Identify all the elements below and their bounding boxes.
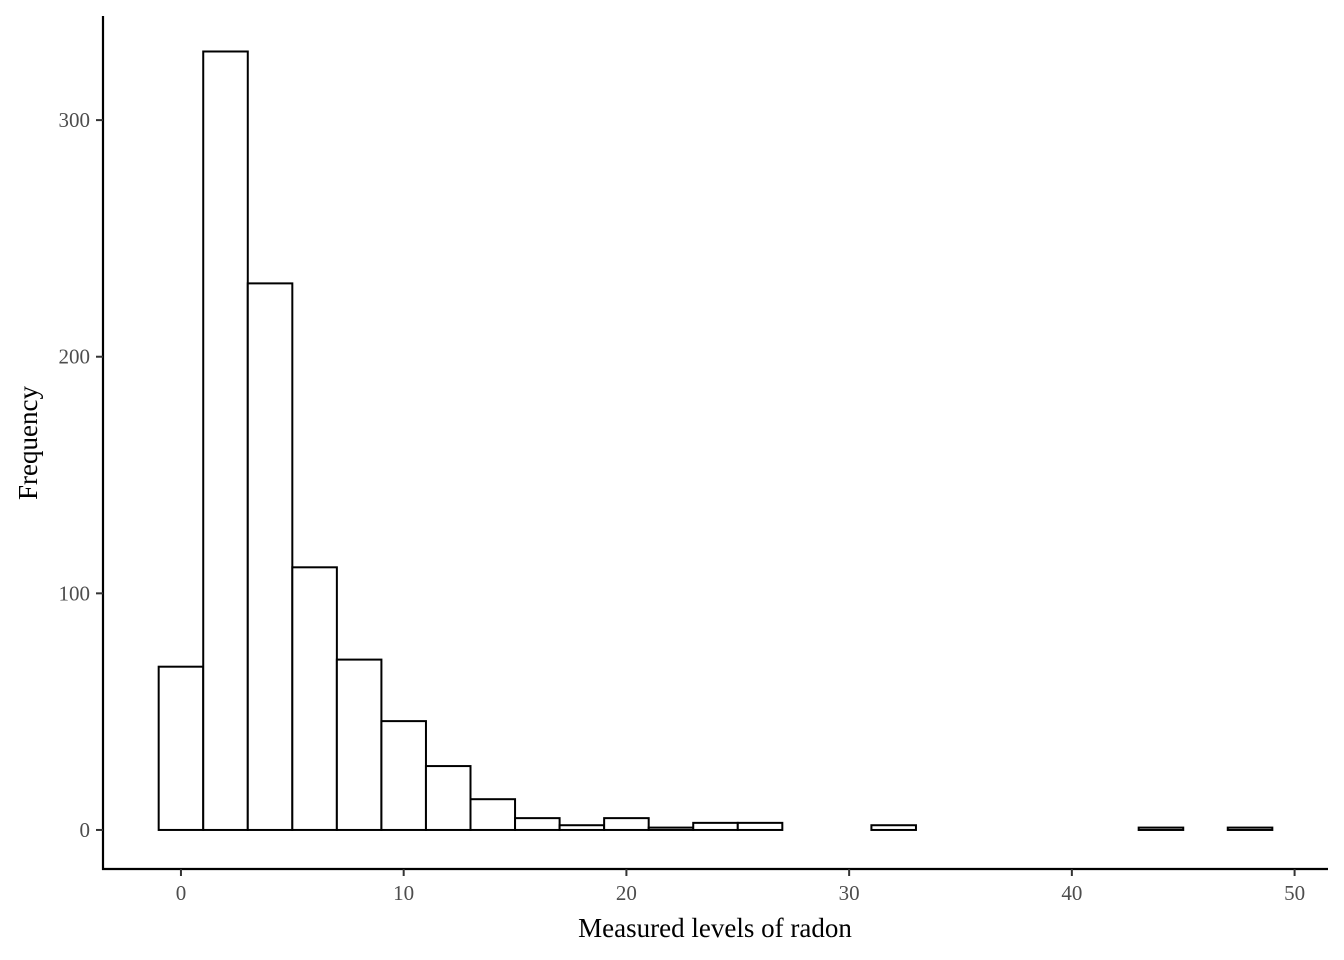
y-tick-label-3: 300 xyxy=(59,108,91,132)
histogram-bar-4 xyxy=(335,658,383,831)
y-axis-title: Frequency xyxy=(13,386,43,500)
x-tick-label-5: 50 xyxy=(1284,881,1305,905)
histogram-bar-0 xyxy=(157,665,205,831)
x-tick-label-0: 0 xyxy=(176,881,187,905)
x-tick-label-3: 30 xyxy=(839,881,860,905)
y-tick-label-2: 200 xyxy=(59,345,91,369)
histogram-bar-5 xyxy=(380,720,427,831)
histogram-bar-9 xyxy=(558,824,606,831)
histogram-bar-12 xyxy=(692,821,739,831)
histogram-bar-1 xyxy=(202,50,249,831)
histogram-bar-24 xyxy=(1226,826,1274,831)
x-axis-title: Measured levels of radon xyxy=(578,913,852,943)
histogram-bar-22 xyxy=(1137,826,1185,831)
y-tick-label-1: 100 xyxy=(59,581,91,605)
y-tick-label-0: 0 xyxy=(80,818,91,842)
x-tick-label-4: 40 xyxy=(1061,881,1082,905)
x-tick-label-1: 10 xyxy=(393,881,414,905)
histogram-bar-8 xyxy=(514,817,561,831)
histogram-bar-2 xyxy=(246,282,294,831)
histogram-bar-7 xyxy=(469,798,517,831)
y-axis-ticks: 0 100 200 300 xyxy=(59,108,103,842)
x-axis-ticks: 0 10 20 30 40 50 xyxy=(176,869,1305,905)
histogram-bars xyxy=(157,50,1274,831)
histogram-bar-13 xyxy=(736,821,784,831)
histogram-bar-11 xyxy=(647,826,695,831)
histogram-bar-16 xyxy=(870,824,917,831)
histogram-bar-10 xyxy=(603,817,650,831)
histogram-bar-6 xyxy=(424,765,472,831)
histogram-bar-3 xyxy=(291,566,338,831)
x-tick-label-2: 20 xyxy=(616,881,637,905)
